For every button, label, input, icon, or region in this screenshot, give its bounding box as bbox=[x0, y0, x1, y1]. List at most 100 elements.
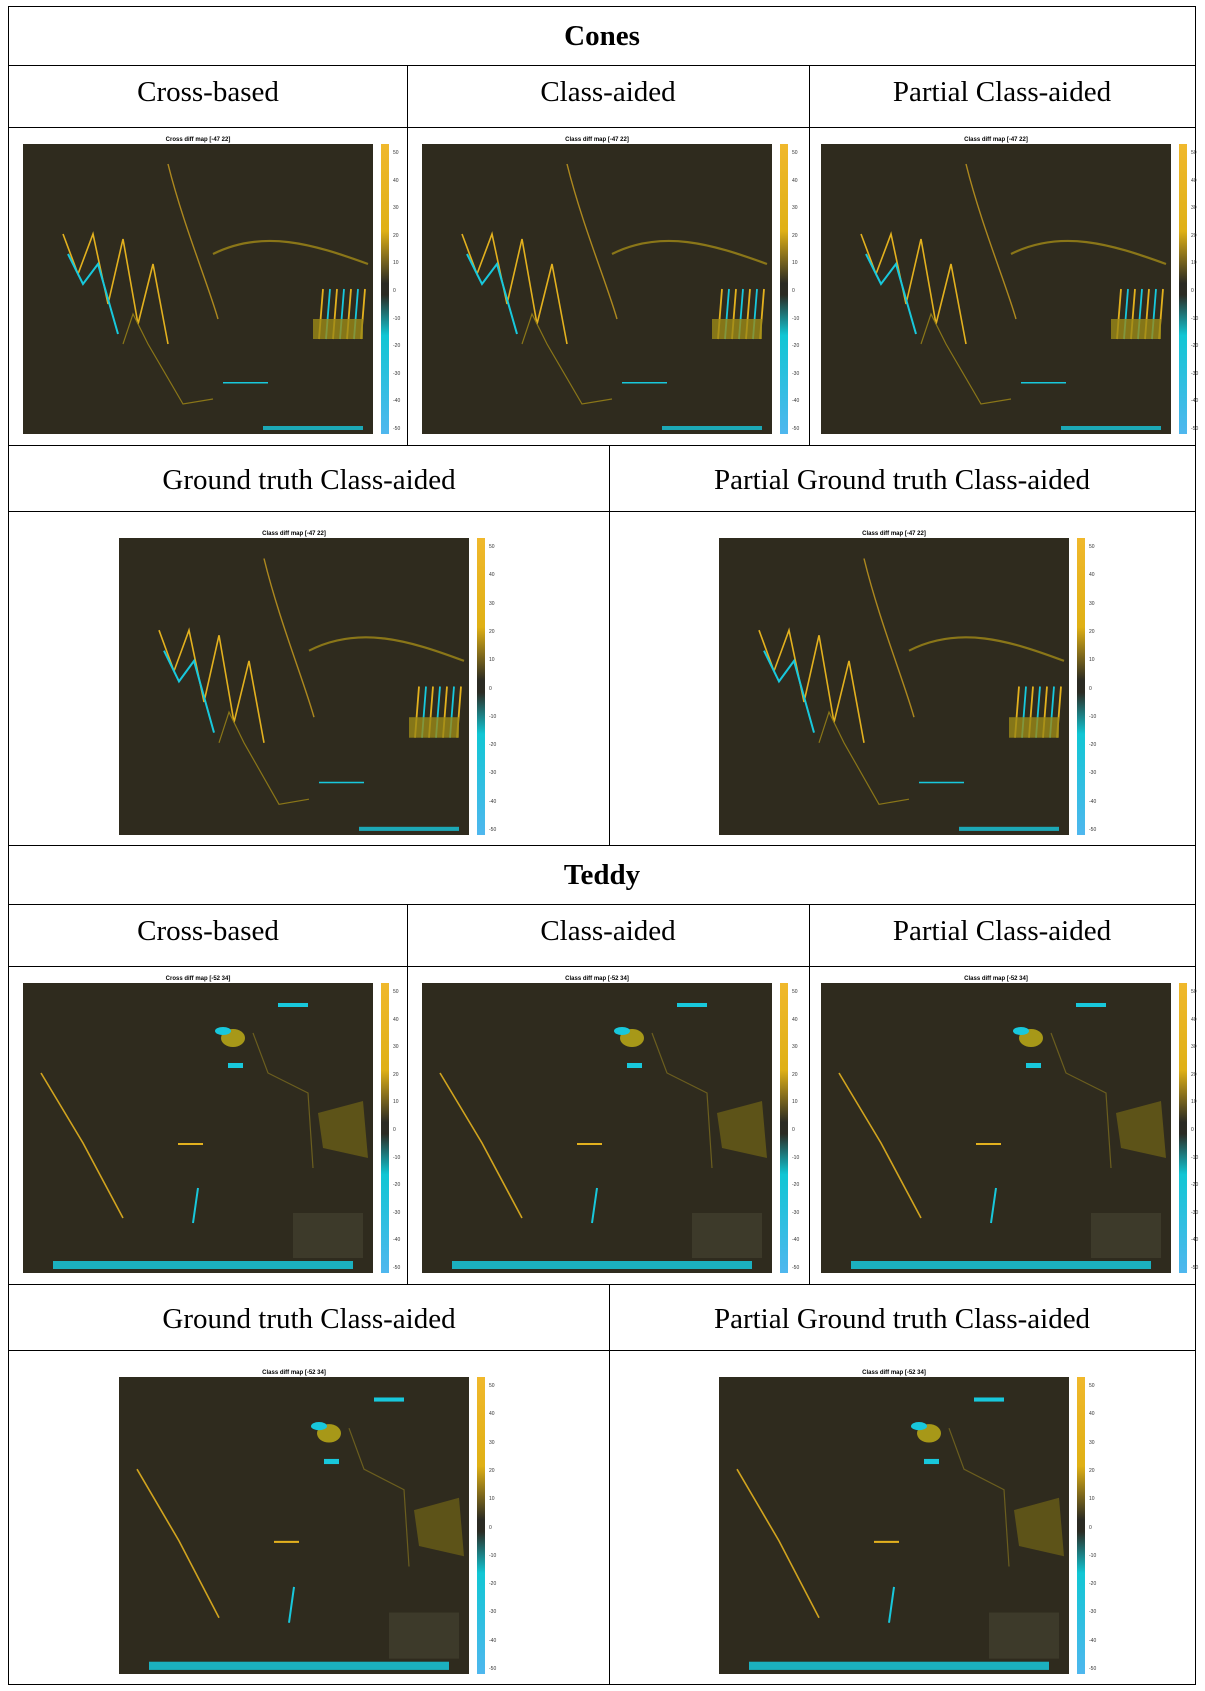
colorbar-tick-label: 0 bbox=[489, 685, 492, 692]
map-title: Class diff map [-52 34] bbox=[262, 1370, 326, 1376]
colorbar bbox=[381, 144, 389, 434]
colorbar-tick-label: 30 bbox=[489, 600, 495, 607]
colorbar-tick-label: 0 bbox=[1089, 1524, 1092, 1531]
colorbar-tick-label: -10 bbox=[792, 1154, 800, 1161]
colorbar-tick-label: -40 bbox=[792, 1237, 800, 1244]
colorbar-tick-label: 40 bbox=[792, 1016, 798, 1023]
map-image bbox=[23, 983, 373, 1273]
colorbar-tick-label: 20 bbox=[1089, 1467, 1095, 1474]
map-title: Cross diff map [-47 22] bbox=[165, 137, 231, 143]
colorbar bbox=[381, 983, 389, 1273]
colorbar-tick-label: -40 bbox=[1089, 1637, 1097, 1644]
colorbar-tick-label: 50 bbox=[489, 544, 495, 550]
colorbar-tick-label: -10 bbox=[489, 713, 497, 720]
colorbar-tick-label: 50 bbox=[1089, 544, 1095, 550]
colorbar-tick-label: -10 bbox=[393, 1154, 401, 1161]
colorbar-tick-label: 10 bbox=[393, 1099, 399, 1106]
colorbar-tick-label: -20 bbox=[1089, 742, 1097, 749]
colorbar-tick-label: -50 bbox=[489, 1666, 497, 1672]
colorbar-tick-label: -10 bbox=[393, 315, 401, 322]
colorbar-tick-label: -30 bbox=[1089, 1609, 1097, 1616]
colorbar-tick-label: -20 bbox=[393, 343, 401, 350]
colorbar-tick-label: 50 bbox=[1191, 989, 1197, 995]
colorbar bbox=[780, 144, 788, 434]
colorbar-tick-label: -20 bbox=[393, 1182, 401, 1189]
colorbar-tick-label: -30 bbox=[489, 1609, 497, 1616]
colorbar-tick-label: -40 bbox=[489, 798, 497, 805]
colorbar-tick-label: 50 bbox=[393, 150, 399, 156]
colorbar-tick-label: -20 bbox=[1191, 343, 1199, 350]
colorbar-tick-label: 30 bbox=[393, 205, 399, 212]
colorbar-tick-label: -50 bbox=[393, 1265, 401, 1271]
colorbar-tick-label: 20 bbox=[1191, 232, 1197, 239]
colorbar-tick-label: -50 bbox=[1089, 827, 1097, 833]
colorbar-tick-label: 30 bbox=[792, 1044, 798, 1051]
colorbar-tick-label: 30 bbox=[1191, 1044, 1197, 1051]
label-cross-based: Cross-based bbox=[137, 76, 279, 108]
colorbar-tick-label: 40 bbox=[489, 572, 495, 579]
colorbar-tick-label: 10 bbox=[489, 657, 495, 664]
colorbar-tick-label: 50 bbox=[1191, 150, 1197, 156]
map-image bbox=[719, 538, 1069, 835]
colorbar-tick-label: 0 bbox=[1089, 685, 1092, 692]
label-partial-ground-truth-class-aided: Partial Ground truth Class-aided bbox=[713, 1303, 1091, 1335]
colorbar-tick-label: -20 bbox=[792, 1182, 800, 1189]
map-title: Cross diff map [-52 34] bbox=[165, 976, 231, 982]
colorbar bbox=[1077, 538, 1085, 835]
colorbar-tick-label: 10 bbox=[393, 260, 399, 267]
colorbar-tick-label: -30 bbox=[792, 370, 800, 377]
colorbar-tick-label: -30 bbox=[393, 370, 401, 377]
map-image bbox=[422, 983, 772, 1273]
colorbar-tick-label: 0 bbox=[792, 1127, 795, 1133]
colorbar-tick-label: 10 bbox=[489, 1496, 495, 1503]
colorbar-tick-label: -50 bbox=[393, 426, 401, 432]
colorbar-tick-label: -40 bbox=[489, 1637, 497, 1644]
colorbar-tick-label: -40 bbox=[393, 1237, 401, 1244]
colorbar-tick-label: -50 bbox=[489, 827, 497, 833]
colorbar-tick-label: 30 bbox=[393, 1044, 399, 1051]
label-partial-class-aided: Partial Class-aided bbox=[892, 76, 1112, 108]
label-partial-ground-truth-class-aided: Partial Ground truth Class-aided bbox=[713, 464, 1091, 496]
section-cones: Cones Cross-based Class-aided Partial Cl… bbox=[8, 6, 1199, 846]
colorbar-tick-label: 20 bbox=[489, 628, 495, 635]
map-title: Class diff map [-47 22] bbox=[262, 531, 326, 537]
colorbar-tick-label: -10 bbox=[792, 315, 800, 322]
label-ground-truth-class-aided: Ground truth Class-aided bbox=[162, 1303, 456, 1335]
colorbar-tick-label: 40 bbox=[1191, 1016, 1197, 1023]
colorbar-tick-label: 0 bbox=[1191, 1127, 1194, 1133]
colorbar-tick-label: 10 bbox=[792, 1099, 798, 1106]
colorbar-tick-label: -20 bbox=[1089, 1581, 1097, 1588]
colorbar-tick-label: 0 bbox=[792, 288, 795, 294]
map-image bbox=[119, 538, 469, 835]
colorbar-tick-label: 0 bbox=[393, 1127, 396, 1133]
colorbar-tick-label: 20 bbox=[792, 1071, 798, 1078]
colorbar-tick-label: 50 bbox=[792, 150, 798, 156]
colorbar-tick-label: -20 bbox=[489, 742, 497, 749]
colorbar-tick-label: 40 bbox=[393, 177, 399, 184]
colorbar-tick-label: -40 bbox=[1191, 398, 1199, 405]
colorbar-tick-label: -40 bbox=[1089, 798, 1097, 805]
colorbar-tick-label: 40 bbox=[1089, 1411, 1095, 1418]
colorbar-tick-label: -30 bbox=[1191, 370, 1199, 377]
colorbar-tick-label: 50 bbox=[792, 989, 798, 995]
colorbar-tick-label: 20 bbox=[489, 1467, 495, 1474]
colorbar bbox=[780, 983, 788, 1273]
colorbar-tick-label: 50 bbox=[1089, 1383, 1095, 1389]
colorbar-tick-label: 10 bbox=[1191, 1099, 1197, 1106]
label-class-aided: Class-aided bbox=[540, 76, 676, 108]
colorbar bbox=[1179, 144, 1187, 434]
colorbar-tick-label: 30 bbox=[1191, 205, 1197, 212]
colorbar-tick-label: -30 bbox=[393, 1209, 401, 1216]
map-image bbox=[821, 983, 1171, 1273]
colorbar-tick-label: 10 bbox=[1089, 657, 1095, 664]
colorbar-tick-label: -50 bbox=[1191, 426, 1199, 432]
label-cross-based: Cross-based bbox=[137, 915, 279, 947]
colorbar-tick-label: -50 bbox=[792, 426, 800, 432]
colorbar-tick-label: 20 bbox=[393, 1071, 399, 1078]
colorbar bbox=[477, 1377, 485, 1674]
colorbar-tick-label: 0 bbox=[489, 1524, 492, 1531]
colorbar-tick-label: -30 bbox=[489, 770, 497, 777]
colorbar-tick-label: -10 bbox=[1089, 1552, 1097, 1559]
section-teddy: Teddy Cross-based Class-aided Partial Cl… bbox=[8, 845, 1198, 1685]
